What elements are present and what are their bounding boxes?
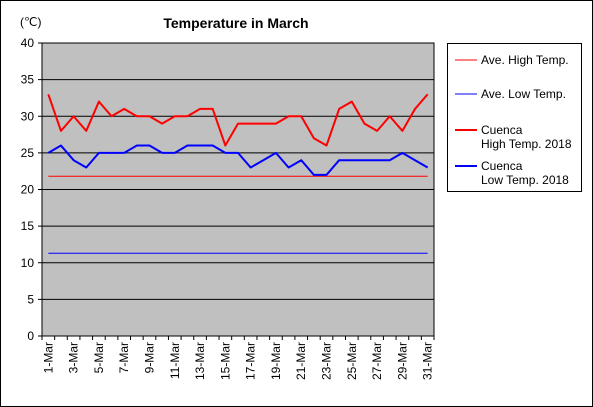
legend-label-4: Cuenca (481, 159, 523, 173)
x-tick-label: 7-Mar (117, 342, 131, 373)
y-tick-label: 15 (21, 219, 35, 233)
legend-label-3: High Temp. 2018 (481, 137, 572, 151)
x-tick-label: 25-Mar (345, 342, 359, 380)
x-tick-label: 29-Mar (395, 342, 409, 380)
y-tick-label: 40 (21, 36, 35, 50)
y-tick-label: 35 (21, 73, 35, 87)
legend: Ave. High Temp.Ave. Low Temp.CuencaHigh … (447, 43, 582, 192)
x-tick-label: 5-Mar (92, 342, 106, 373)
y-tick-label: 30 (21, 109, 35, 123)
y-tick-label: 0 (27, 329, 34, 343)
x-tick-label: 3-Mar (67, 342, 81, 373)
x-tick-label: 1-Mar (41, 342, 55, 373)
y-unit-label: (℃) (20, 15, 41, 29)
legend-label-3: Cuenca (481, 123, 523, 137)
x-tick-label: 31-Mar (421, 342, 435, 380)
y-tick-label: 10 (21, 256, 35, 270)
x-tick-label: 11-Mar (168, 342, 182, 379)
series-line-3 (47, 93, 429, 147)
legend-label-4: Low Temp. 2018 (481, 173, 569, 187)
x-tick-label: 23-Mar (320, 342, 334, 380)
x-tick-label: 27-Mar (370, 342, 384, 380)
series-line-4 (47, 144, 429, 176)
y-tick-label: 25 (21, 146, 35, 160)
legend-label-1: Ave. High Temp. (481, 53, 569, 67)
x-tick-label: 17-Mar (244, 342, 258, 380)
x-tick-label: 15-Mar (218, 342, 232, 380)
chart-title: Temperature in March (163, 15, 308, 31)
plot-area: 0 5 10 15 20 25 30 35 40 1-Mar 3-Mar 5-Mar 7-Mar 9-Ma… (21, 36, 435, 380)
x-tick-label: 21-Mar (294, 342, 308, 380)
x-tick-label: 19-Mar (269, 342, 283, 380)
y-tick-label: 20 (21, 183, 35, 197)
y-tick-label: 5 (27, 292, 34, 306)
x-tick-label: 13-Mar (193, 342, 207, 380)
legend-label-2: Ave. Low Temp. (481, 87, 566, 101)
x-tick-label: 9-Mar (142, 342, 156, 373)
